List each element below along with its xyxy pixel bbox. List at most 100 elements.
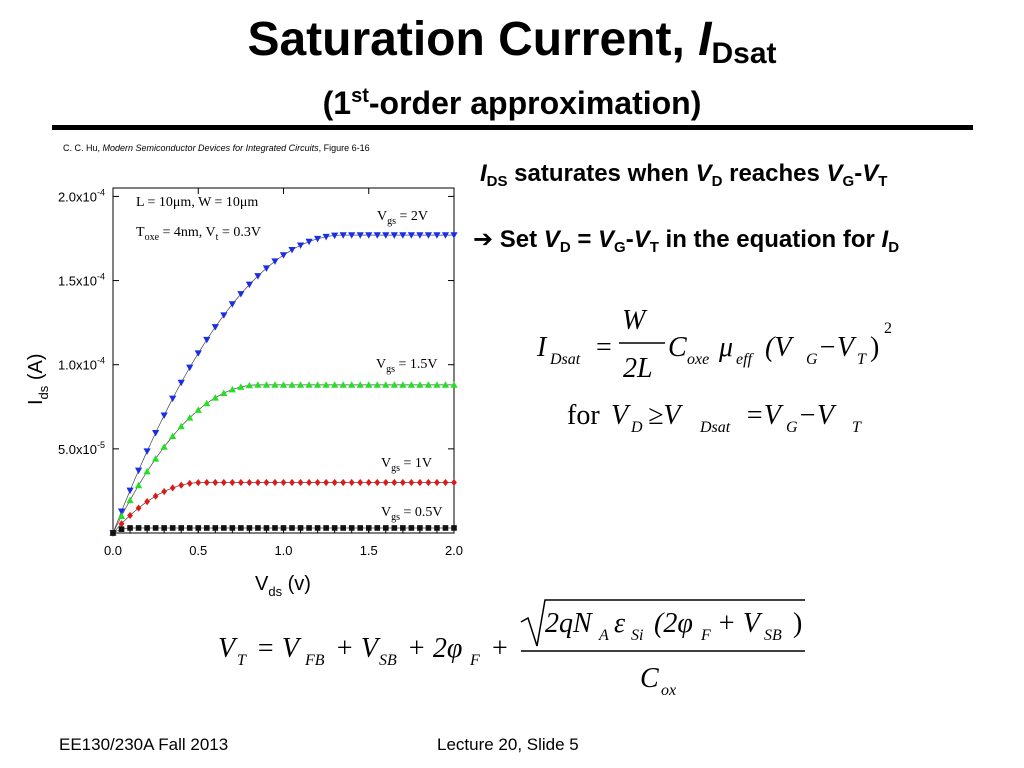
data-point [245, 381, 253, 389]
svg-text:Si: Si [631, 627, 643, 644]
data-point [152, 492, 159, 500]
series-label: Vgs = 1V [381, 456, 432, 474]
y-axis-label: Ids (A) [25, 353, 51, 405]
svg-text:=: = [596, 332, 612, 363]
data-point [262, 265, 271, 272]
data-point [331, 478, 338, 487]
data-point [322, 381, 330, 388]
data-point [203, 336, 211, 344]
data-point [161, 525, 167, 531]
arrow-icon: ➔ [473, 226, 494, 253]
data-point [203, 478, 210, 487]
svg-text:T: T [852, 419, 862, 436]
data-point [296, 381, 305, 388]
data-point [314, 381, 322, 388]
series-label: Vgs = 1.5V [376, 357, 438, 375]
data-point [186, 479, 193, 488]
data-point [357, 525, 364, 531]
svg-text:for: for [567, 400, 600, 431]
x-tick-label: 2.0 [445, 543, 463, 558]
course-footer: EE130/230A Fall 2013 [59, 735, 229, 754]
data-point [289, 525, 295, 531]
data-point [211, 324, 219, 331]
data-point [424, 232, 433, 239]
slide-number-footer: Lecture 20, Slide 5 [437, 735, 579, 754]
data-point [382, 232, 390, 239]
data-point [144, 498, 150, 506]
data-point [160, 412, 168, 419]
data-point [433, 232, 441, 239]
data-point [135, 525, 142, 531]
id-vd-chart: 0.0 0.5 1.0 1.5 2.0 5.0x10-5 1.0x10-4 1.5x10-4… [25, 187, 463, 599]
data-point [442, 525, 449, 531]
data-point [400, 525, 406, 531]
data-point [254, 381, 262, 388]
data-point [433, 381, 441, 388]
series-label: Vgs = 0.5V [381, 505, 443, 523]
svg-text:): ) [793, 608, 802, 639]
data-point [297, 525, 304, 531]
data-point [194, 350, 202, 357]
data-point [340, 525, 346, 531]
data-point [416, 381, 424, 388]
svg-text:eff: eff [736, 351, 755, 368]
data-point [126, 487, 134, 495]
data-point [314, 478, 321, 487]
data-point [348, 232, 356, 239]
device-params-2: Toxe = 4nm, Vt = 0.3V [136, 225, 261, 243]
data-point [220, 312, 228, 319]
svg-text:F: F [469, 652, 480, 669]
data-point [237, 478, 244, 487]
y-tick-label: 5.0x10-5 [58, 440, 105, 457]
svg-text:SB: SB [764, 627, 782, 644]
data-point [195, 478, 202, 487]
data-point [288, 381, 296, 388]
data-point [323, 478, 330, 487]
series-3 [110, 525, 457, 536]
data-point [340, 478, 347, 487]
data-point [135, 504, 142, 512]
data-point [331, 232, 339, 240]
data-point [245, 281, 253, 289]
data-point [390, 381, 398, 388]
data-point [279, 381, 288, 388]
svg-text:): ) [870, 332, 879, 363]
data-point [306, 525, 312, 531]
svg-text:2: 2 [884, 320, 892, 337]
svg-text:FB: FB [304, 652, 325, 669]
data-point [288, 246, 296, 254]
data-point [296, 242, 305, 249]
data-point [374, 525, 381, 531]
data-point [450, 232, 458, 239]
data-point [237, 383, 245, 390]
data-point [399, 478, 406, 487]
data-point [228, 301, 236, 308]
svg-text:Dsat: Dsat [549, 351, 581, 368]
data-point [143, 448, 151, 455]
data-point [161, 487, 168, 496]
data-point [399, 381, 407, 388]
data-point [451, 478, 457, 487]
data-point [280, 525, 287, 531]
data-point [263, 478, 270, 487]
data-point [407, 232, 415, 239]
data-point [434, 478, 440, 487]
svg-text:T: T [857, 351, 867, 368]
data-point [178, 525, 184, 531]
series-labels: Vgs = 2V Vgs = 1.5V Vgs = 1V Vgs = 0.5V [376, 209, 443, 523]
data-point [186, 364, 194, 372]
bullet-saturation: IDS saturates when VD reaches VG-VT [480, 160, 888, 190]
bullet-set-vd: ➔ Set VD = VG-VT in the equation for ID [473, 226, 900, 256]
data-point [212, 478, 219, 487]
slide-subtitle: (1st-order approximation) [322, 85, 702, 121]
svg-text:+: + [492, 633, 508, 664]
x-tick-label: 1.0 [274, 543, 292, 558]
data-point [408, 525, 415, 531]
y-tick-label: 1.5x10-4 [58, 272, 105, 289]
svg-text:D: D [630, 419, 643, 436]
data-point [126, 496, 134, 504]
data-point [177, 379, 185, 387]
data-point [383, 525, 389, 531]
data-point [177, 422, 185, 430]
data-point [322, 233, 330, 241]
